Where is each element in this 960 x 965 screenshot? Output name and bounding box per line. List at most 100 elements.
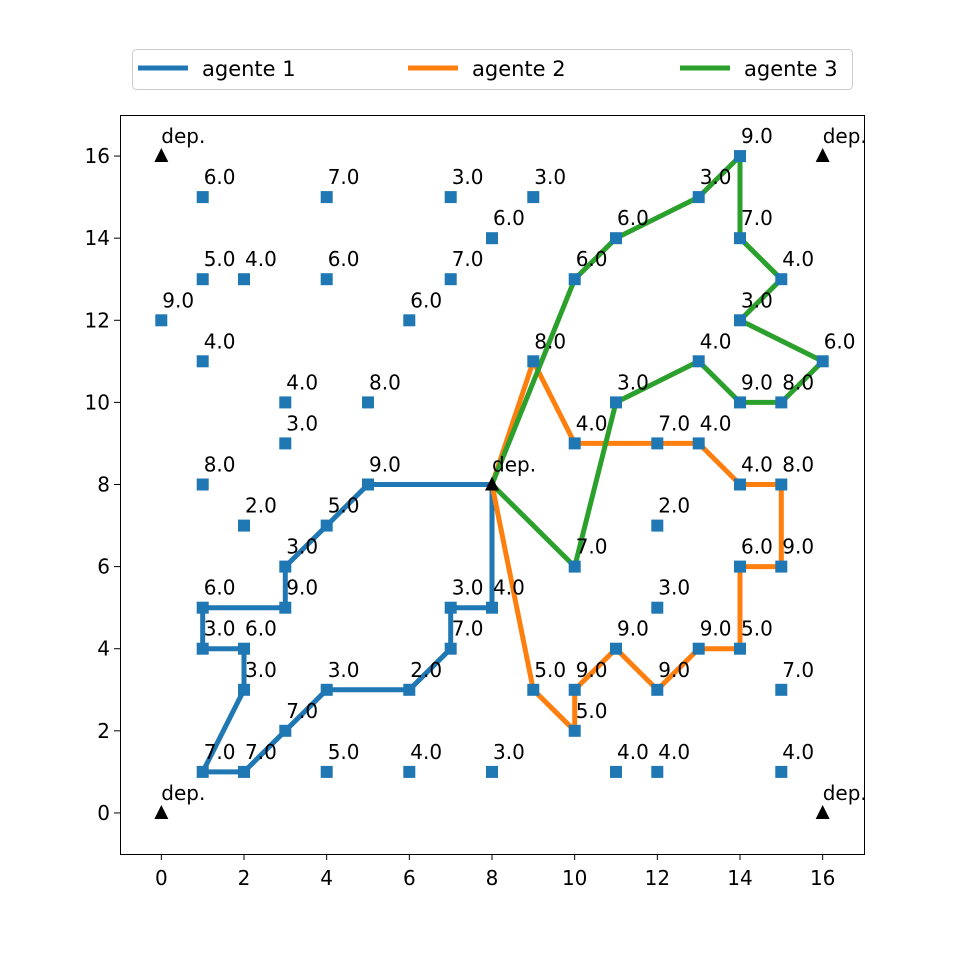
node-marker bbox=[320, 683, 333, 696]
depot-marker bbox=[485, 476, 499, 491]
node-marker bbox=[692, 437, 705, 450]
node-marker bbox=[238, 683, 250, 696]
node-marker bbox=[527, 191, 540, 204]
node-marker bbox=[196, 355, 209, 368]
x-tick-label: 0 bbox=[155, 866, 168, 890]
node-label: 2.0 bbox=[410, 658, 442, 682]
node-marker bbox=[320, 273, 333, 286]
node-label: 2.0 bbox=[658, 494, 690, 518]
legend: agente 1 agente 2 agente 3 bbox=[132, 49, 853, 90]
node-label: 4.0 bbox=[658, 740, 690, 764]
node-label: 3.0 bbox=[452, 165, 484, 189]
node-marker bbox=[610, 232, 622, 245]
node-label: 5.0 bbox=[741, 617, 773, 641]
node-marker bbox=[320, 191, 333, 204]
node-marker bbox=[775, 683, 788, 696]
node-marker bbox=[238, 519, 250, 532]
node-label: 3.0 bbox=[617, 370, 649, 394]
node-label: 6.0 bbox=[741, 535, 773, 559]
legend-frame bbox=[132, 49, 853, 90]
depot-label: dep. bbox=[161, 124, 205, 148]
node-label: 8.0 bbox=[782, 370, 814, 394]
y-tick-label: 6 bbox=[97, 555, 110, 579]
y-tick-label: 10 bbox=[85, 390, 110, 414]
node-markers bbox=[154, 148, 830, 819]
node-marker bbox=[196, 478, 209, 491]
node-label: 4.0 bbox=[700, 411, 732, 435]
axes: 0 2 4 6 8 10 12 14 16 0 2 4 6 8 10 12 14 16 bbox=[85, 144, 836, 890]
node-label: 8.0 bbox=[782, 453, 814, 477]
node-marker bbox=[238, 273, 250, 286]
node-marker bbox=[444, 191, 457, 204]
node-label: 7.0 bbox=[576, 535, 608, 559]
node-label: 6.0 bbox=[245, 617, 277, 641]
node-label: 6.0 bbox=[576, 247, 608, 271]
depot-label: dep. bbox=[161, 781, 205, 805]
depot-label: dep. bbox=[823, 124, 867, 148]
node-label: 8.0 bbox=[204, 453, 236, 477]
node-marker bbox=[444, 601, 457, 614]
node-marker bbox=[610, 642, 622, 655]
node-marker bbox=[486, 601, 498, 614]
depot-marker bbox=[154, 148, 169, 163]
x-tick-label: 14 bbox=[727, 866, 752, 890]
node-label: 3.0 bbox=[204, 617, 236, 641]
node-label: 9.0 bbox=[162, 288, 194, 312]
node-label: 5.0 bbox=[328, 494, 360, 518]
node-label: 3.0 bbox=[286, 535, 318, 559]
node-label: 7.0 bbox=[286, 699, 318, 723]
node-label: 7.0 bbox=[204, 740, 236, 764]
depot-label: dep. bbox=[823, 781, 867, 805]
node-marker bbox=[775, 478, 788, 491]
node-label: 5.0 bbox=[204, 247, 236, 271]
node-marker bbox=[444, 273, 457, 286]
node-marker bbox=[238, 642, 250, 655]
node-label: 4.0 bbox=[245, 247, 277, 271]
node-marker bbox=[610, 396, 622, 409]
node-marker bbox=[734, 478, 746, 491]
node-label: 8.0 bbox=[369, 370, 401, 394]
node-marker bbox=[651, 437, 664, 450]
node-label: 3.0 bbox=[700, 165, 732, 189]
node-marker bbox=[238, 765, 250, 778]
node-marker bbox=[775, 560, 788, 573]
node-marker bbox=[568, 560, 581, 573]
node-label: 9.0 bbox=[782, 535, 814, 559]
node-label: 3.0 bbox=[534, 165, 566, 189]
legend-label-agente-2: agente 2 bbox=[472, 57, 566, 81]
node-label: 9.0 bbox=[617, 617, 649, 641]
node-label: 6.0 bbox=[410, 288, 442, 312]
node-marker bbox=[279, 396, 292, 409]
depot-marker bbox=[815, 148, 830, 163]
x-tick-label: 6 bbox=[403, 866, 416, 890]
y-tick-label: 8 bbox=[97, 473, 110, 497]
y-tick-label: 2 bbox=[97, 719, 110, 743]
x-tick-label: 12 bbox=[645, 866, 670, 890]
x-tick-label: 10 bbox=[562, 866, 587, 890]
node-label: 4.0 bbox=[286, 370, 318, 394]
node-marker bbox=[734, 560, 746, 573]
node-label: 3.0 bbox=[741, 288, 773, 312]
node-marker bbox=[734, 642, 746, 655]
node-label: 9.0 bbox=[741, 370, 773, 394]
node-label: 7.0 bbox=[245, 740, 277, 764]
node-marker bbox=[279, 601, 292, 614]
node-label: 9.0 bbox=[369, 453, 401, 477]
node-marker bbox=[196, 191, 209, 204]
node-label: 7.0 bbox=[741, 206, 773, 230]
node-label: 4.0 bbox=[741, 453, 773, 477]
node-marker bbox=[403, 765, 416, 778]
node-marker bbox=[279, 560, 292, 573]
node-label: 7.0 bbox=[782, 658, 814, 682]
node-label: 4.0 bbox=[493, 576, 525, 600]
node-marker bbox=[775, 765, 788, 778]
node-marker bbox=[155, 314, 168, 327]
node-label: 3.0 bbox=[328, 658, 360, 682]
node-label: 6.0 bbox=[328, 247, 360, 271]
node-label: 4.0 bbox=[782, 247, 814, 271]
node-marker bbox=[734, 396, 746, 409]
node-label: 5.0 bbox=[328, 740, 360, 764]
x-tick-label: 2 bbox=[238, 866, 251, 890]
